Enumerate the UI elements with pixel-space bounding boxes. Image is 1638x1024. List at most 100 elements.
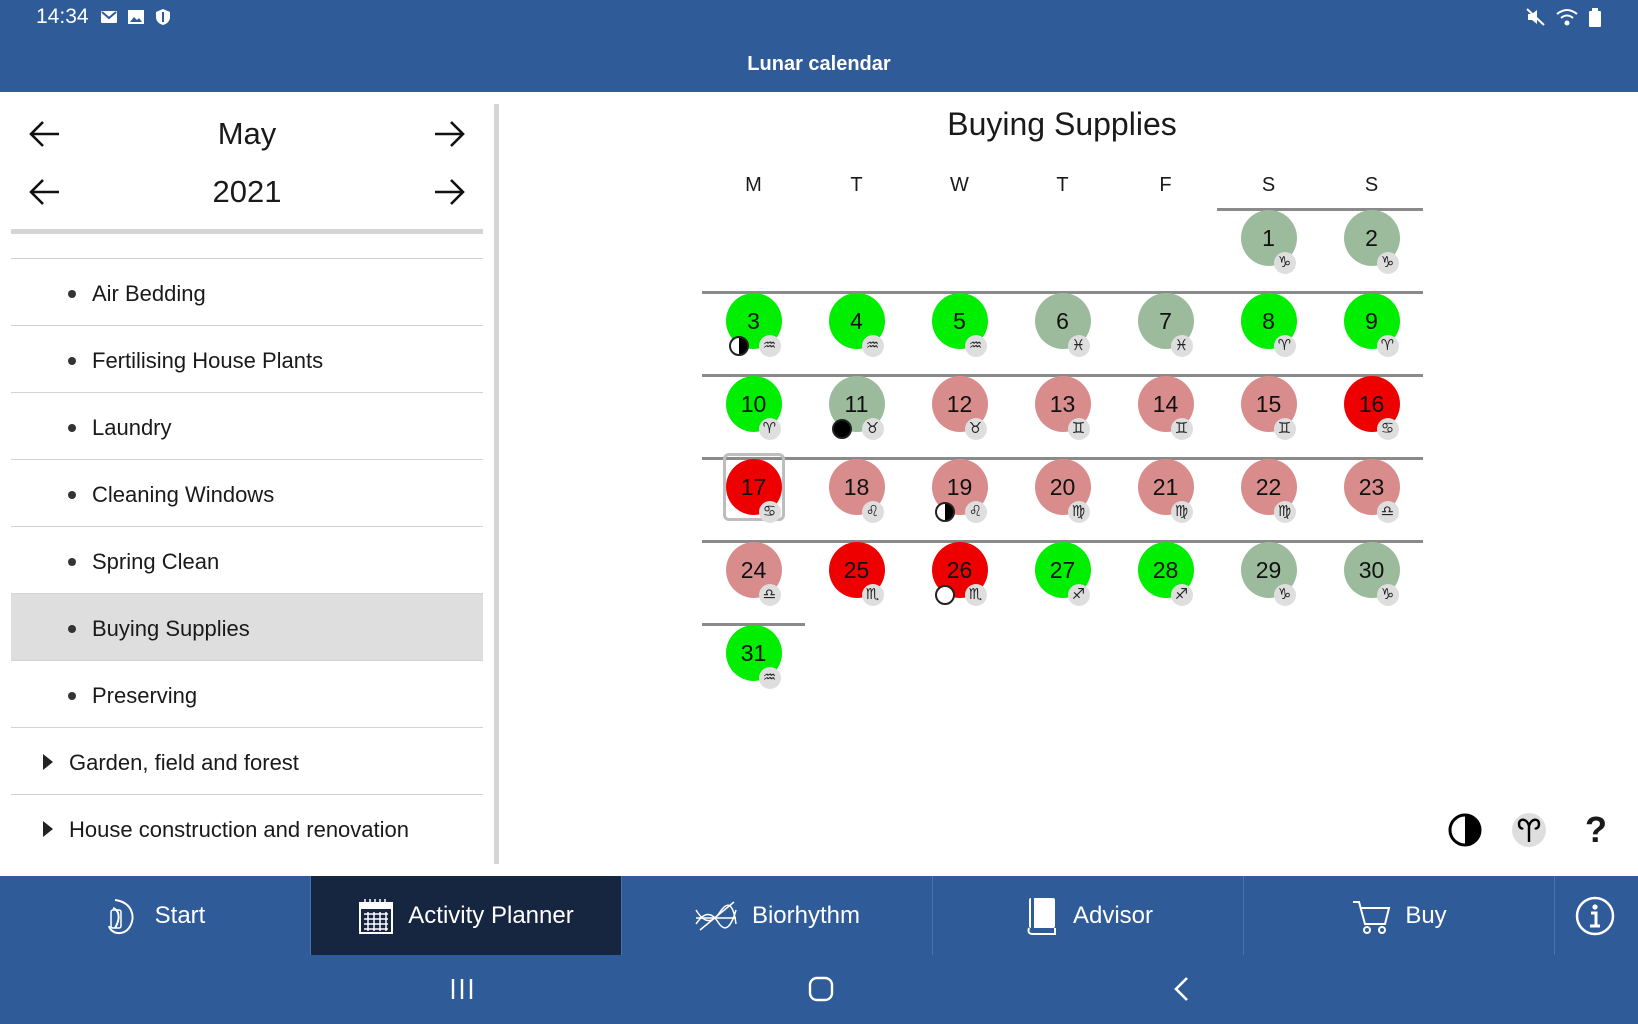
weekday-label: T: [1056, 174, 1069, 196]
shield-icon: [156, 9, 170, 25]
zodiac-sign-icon: ♉: [861, 418, 884, 440]
zodiac-sign-icon: ♊: [1273, 418, 1296, 440]
week-separator: [702, 623, 805, 626]
zodiac-sign-icon: ♌: [964, 501, 987, 523]
category-item[interactable]: House construction and renovation: [11, 794, 483, 861]
calendar-day[interactable]: 18: [828, 459, 885, 515]
calendar-day[interactable]: 4: [828, 293, 885, 349]
bullet-icon: [68, 424, 76, 432]
tab-info[interactable]: [1555, 876, 1634, 955]
month-calendar: M T W T F S S 1 ♑ 2 ♑ 3 ♒ 4 ♒ 5 ♒ 6 ♓ 7 ♓ 8 ♈ 9 ♈ 10 ♈ 11 ♉ 12 ♉ 13 ♊ 14 ♊…: [702, 160, 1423, 700]
list-item[interactable]: Cleaning Windows: [11, 459, 483, 526]
list-item-selected[interactable]: Buying Supplies: [11, 593, 483, 660]
calendar-icon: [359, 898, 394, 934]
tab-activity-planner[interactable]: Activity Planner: [311, 876, 622, 955]
zodiac-sign-icon: ♋: [758, 501, 781, 523]
recents-icon[interactable]: [449, 977, 475, 1001]
week-separator: [1217, 208, 1423, 211]
mail-icon: [101, 11, 117, 23]
week-separator: [702, 457, 1423, 460]
app-title: Lunar calendar: [0, 36, 1638, 92]
year-nav: 2021: [11, 162, 483, 220]
zodiac-sign-icon: ♍: [1170, 501, 1193, 523]
zodiac-sign-icon: ♒: [964, 335, 987, 357]
system-nav: [0, 955, 1638, 1024]
list-item[interactable]: Air Bedding: [11, 258, 483, 325]
zodiac-sign-icon: ♒: [758, 335, 781, 357]
activity-panel: May 2021 Air Bedding Fertilising House P…: [11, 92, 483, 868]
tab-start[interactable]: Start: [0, 876, 311, 955]
zodiac-sign-icon: ♐: [1170, 584, 1193, 606]
month-nav: May: [11, 104, 483, 162]
calendar-day[interactable]: 16: [1343, 376, 1400, 432]
weekday-label: W: [950, 174, 969, 196]
week-separator: [702, 374, 1423, 377]
bottom-nav: Start Activity Planner Biorhythm Advisor…: [0, 876, 1638, 955]
zodiac-sign-icon: ♎: [758, 584, 781, 606]
zodiac-sign-icon: ♓: [1067, 335, 1090, 357]
moon-icon: [107, 898, 134, 934]
prev-year-arrow-icon[interactable]: [27, 174, 63, 210]
mute-icon: [1526, 8, 1545, 26]
weekday-label: F: [1159, 174, 1172, 196]
list-item[interactable]: Fertilising House Plants: [11, 325, 483, 392]
zodiac-sign-icon: ♈: [1273, 335, 1296, 357]
help-button[interactable]: ?: [1585, 809, 1607, 850]
category-item[interactable]: Garden, field and forest: [11, 727, 483, 794]
bullet-icon: [68, 625, 76, 633]
bullet-icon: [68, 692, 76, 700]
zodiac-sign-icon: ♑: [1273, 252, 1296, 274]
zodiac-sign-icon: ♏: [861, 584, 884, 606]
list-item[interactable]: Spring Clean: [11, 526, 483, 593]
zodiac-sign-icon: ♈: [1376, 335, 1399, 357]
next-month-arrow-icon[interactable]: [431, 116, 467, 152]
zodiac-sign-icon: ♐: [1067, 584, 1090, 606]
home-icon[interactable]: [807, 975, 835, 1003]
full-moon-icon: [934, 585, 955, 605]
zodiac-sign-icon: ♓: [1170, 335, 1193, 357]
status-time: 14:34: [36, 5, 89, 28]
weekday-label: S: [1261, 174, 1276, 196]
month-label: May: [217, 116, 277, 151]
half-moon-icon: [728, 336, 749, 356]
prev-month-arrow-icon[interactable]: [27, 116, 63, 152]
zodiac-sign-icon: ♌: [861, 501, 884, 523]
book-icon: [1027, 897, 1056, 935]
week-separator: [702, 291, 1423, 294]
week-separator: [702, 540, 1423, 543]
list-item[interactable]: Preserving: [11, 660, 483, 727]
panel-separator: [494, 104, 499, 864]
back-icon[interactable]: [1170, 975, 1194, 1003]
weekday-label: T: [850, 174, 863, 196]
bullet-icon: [68, 290, 76, 298]
zodiac-sign-icon: ♊: [1170, 418, 1193, 440]
list-item[interactable]: Laundry: [11, 392, 483, 459]
zodiac-sign-icon: ♒: [861, 335, 884, 357]
tab-advisor[interactable]: Advisor: [933, 876, 1244, 955]
aries-icon[interactable]: [1511, 812, 1547, 848]
expand-triangle-icon: [43, 821, 53, 837]
year-label: 2021: [212, 174, 282, 209]
zodiac-sign-icon: ♍: [1273, 501, 1296, 523]
image-icon: [128, 10, 144, 24]
zodiac-sign-icon: ♑: [1273, 584, 1296, 606]
zodiac-sign-icon: ♑: [1376, 252, 1399, 274]
new-moon-icon: [831, 419, 852, 439]
nav-divider: [11, 229, 483, 234]
calendar-day[interactable]: 13: [1034, 376, 1091, 432]
zodiac-sign-icon: ♒: [758, 667, 781, 689]
tab-buy[interactable]: Buy: [1244, 876, 1555, 955]
weekday-label: M: [745, 174, 762, 196]
zodiac-sign-icon: ♉: [964, 418, 987, 440]
today-highlight: [722, 453, 785, 521]
battery-icon: [1589, 8, 1601, 27]
zodiac-sign-icon: ♑: [1376, 584, 1399, 606]
bullet-icon: [68, 491, 76, 499]
tab-biorhythm[interactable]: Biorhythm: [622, 876, 933, 955]
half-moon-icon: [934, 502, 955, 522]
zodiac-sign-icon: ♊: [1067, 418, 1090, 440]
zodiac-sign-icon: ♎: [1376, 501, 1399, 523]
info-icon: [1575, 896, 1614, 935]
moon-phase-icon[interactable]: [1447, 812, 1483, 848]
next-year-arrow-icon[interactable]: [431, 174, 467, 210]
